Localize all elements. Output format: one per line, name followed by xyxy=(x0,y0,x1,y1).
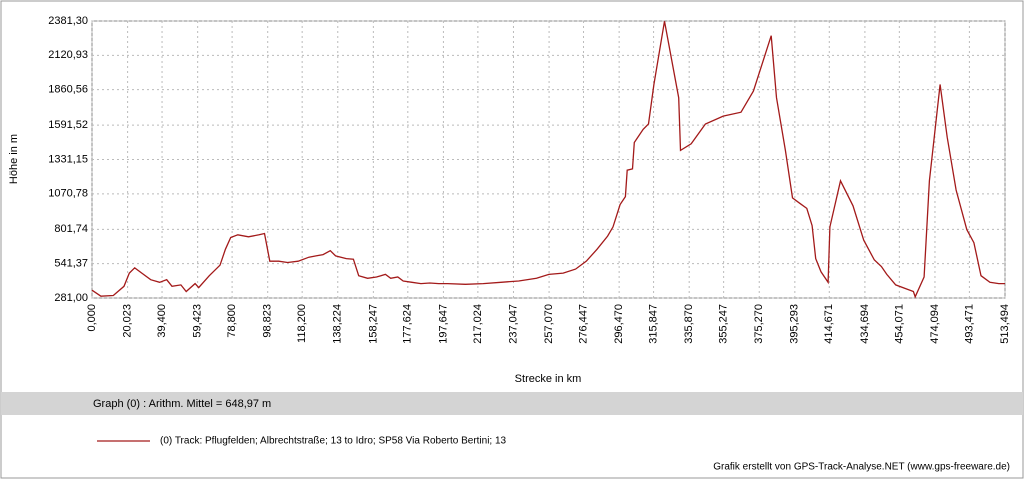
x-tick-label: 158,247 xyxy=(367,304,379,344)
y-tick-label: 1860,56 xyxy=(48,84,88,96)
x-tick-label: 59,423 xyxy=(192,304,204,338)
y-tick-label: 1591,52 xyxy=(48,119,88,131)
x-tick-label: 296,470 xyxy=(613,304,625,344)
x-tick-label: 237,047 xyxy=(507,304,519,344)
x-tick-label: 493,471 xyxy=(963,304,975,344)
y-tick-label: 541,37 xyxy=(54,258,88,270)
x-axis-label: Strecke in km xyxy=(515,373,582,385)
x-tick-label: 138,224 xyxy=(332,304,344,344)
x-tick-label: 414,671 xyxy=(823,304,835,344)
x-tick-label: 474,094 xyxy=(929,304,941,344)
x-tick-label: 197,647 xyxy=(437,304,449,344)
y-axis-label: Höhe in m xyxy=(8,134,20,184)
x-tick-label: 434,694 xyxy=(859,304,871,344)
y-tick-label: 1070,78 xyxy=(48,188,88,200)
summary: Graph (0) : Arithm. Mittel = 648,97 m xyxy=(93,398,271,410)
x-tick-label: 375,270 xyxy=(753,304,765,344)
x-tick-label: 276,447 xyxy=(577,304,589,344)
x-tick-label: 98,823 xyxy=(262,304,274,338)
x-tick-label: 513,494 xyxy=(999,304,1011,344)
y-tick-label: 2381,30 xyxy=(48,15,88,27)
x-tick-label: 177,624 xyxy=(402,304,414,344)
x-tick-label: 395,293 xyxy=(789,304,801,344)
x-tick-label: 355,247 xyxy=(718,304,730,344)
y-tick-label: 2120,93 xyxy=(48,49,88,61)
x-tick-label: 20,023 xyxy=(122,304,134,338)
x-tick-label: 454,071 xyxy=(893,304,905,344)
x-tick-label: 78,800 xyxy=(226,304,238,338)
legend-label: (0) Track: Pflugfelden; Albrechtstraße; … xyxy=(160,436,507,447)
x-tick-label: 335,870 xyxy=(683,304,695,344)
credit: Grafik erstellt von GPS-Track-Analyse.NE… xyxy=(713,462,1010,473)
x-tick-label: 257,070 xyxy=(543,304,555,344)
x-tick-label: 0,000 xyxy=(86,304,98,332)
x-tick-label: 118,200 xyxy=(296,304,308,343)
x-tick-label: 217,024 xyxy=(472,304,484,344)
y-tick-label: 281,00 xyxy=(54,292,88,304)
elevation-line xyxy=(91,21,1005,299)
x-tick-label: 39,400 xyxy=(156,304,168,338)
y-tick-label: 801,74 xyxy=(54,223,88,235)
summary-band xyxy=(1,392,1023,415)
x-tick-label: 315,847 xyxy=(647,304,659,344)
y-tick-label: 1331,15 xyxy=(48,153,88,165)
